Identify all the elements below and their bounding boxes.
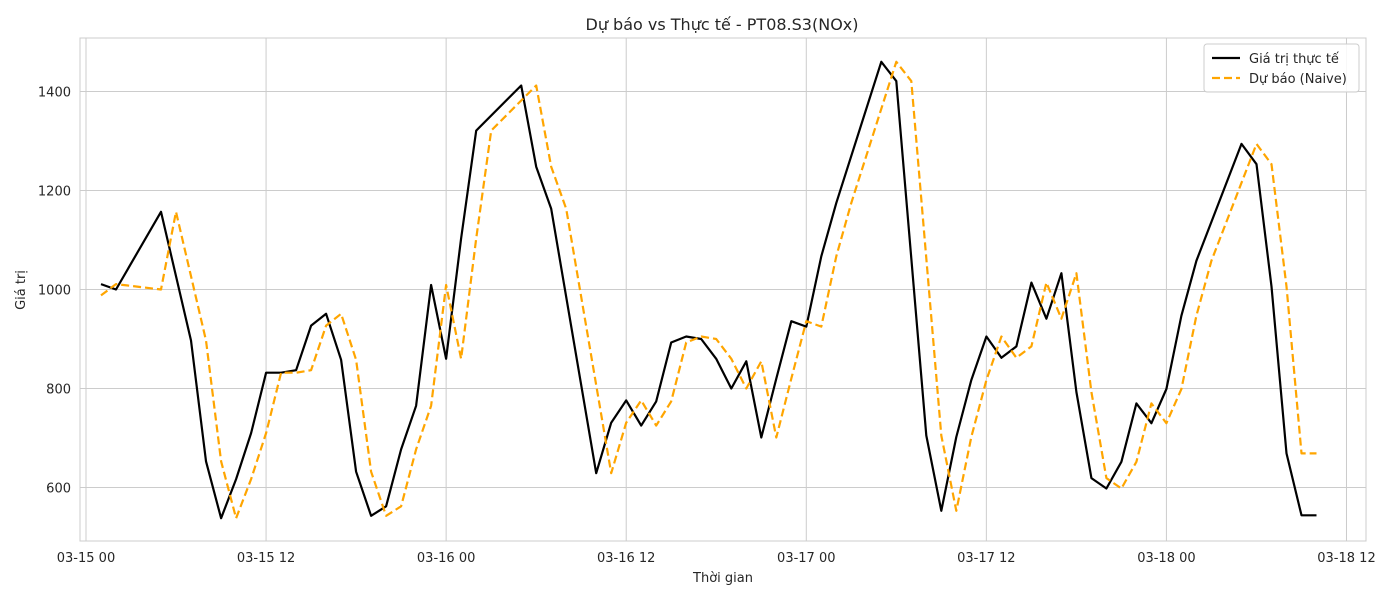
legend-label: Giá trị thực tế bbox=[1249, 52, 1339, 67]
series-lines bbox=[100, 60, 1317, 520]
y-axis-label: Giá trị bbox=[14, 270, 29, 310]
legend-label: Dự báo (Naive) bbox=[1249, 72, 1347, 87]
y-tick-label: 600 bbox=[46, 482, 71, 497]
forecast-series-line bbox=[100, 60, 1317, 520]
x-tick-label: 03-16 12 bbox=[597, 551, 655, 566]
x-tick-label: 03-16 00 bbox=[417, 551, 475, 566]
x-tick-label: 03-15 12 bbox=[237, 551, 295, 566]
legend: Giá trị thực tế Dự báo (Naive) bbox=[1203, 43, 1360, 93]
y-tick-label: 1400 bbox=[38, 85, 71, 100]
y-tick-label: 800 bbox=[46, 383, 71, 398]
actual-series-line bbox=[100, 60, 1317, 520]
x-tick-label: 03-17 12 bbox=[957, 551, 1015, 566]
grid-lines bbox=[80, 38, 1366, 541]
plot-frame bbox=[79, 37, 1367, 542]
y-tick-label: 1200 bbox=[38, 184, 71, 199]
x-tick-label: 03-15 00 bbox=[57, 551, 115, 566]
x-tick-label: 03-18 12 bbox=[1317, 551, 1375, 566]
y-tick-labels: 600 800 1000 1200 1400 bbox=[38, 85, 71, 496]
chart-title: Dự báo vs Thực tế - PT08.S3(NOx) bbox=[586, 15, 859, 34]
x-axis-label: Thời gian bbox=[692, 571, 753, 586]
x-tick-label: 03-18 00 bbox=[1137, 551, 1195, 566]
y-tick-label: 1000 bbox=[38, 284, 71, 299]
x-tick-labels: 03-15 00 03-15 12 03-16 00 03-16 12 03-17 00… bbox=[57, 551, 1376, 566]
legend-box bbox=[1203, 43, 1360, 93]
x-tick-label: 03-17 00 bbox=[777, 551, 835, 566]
